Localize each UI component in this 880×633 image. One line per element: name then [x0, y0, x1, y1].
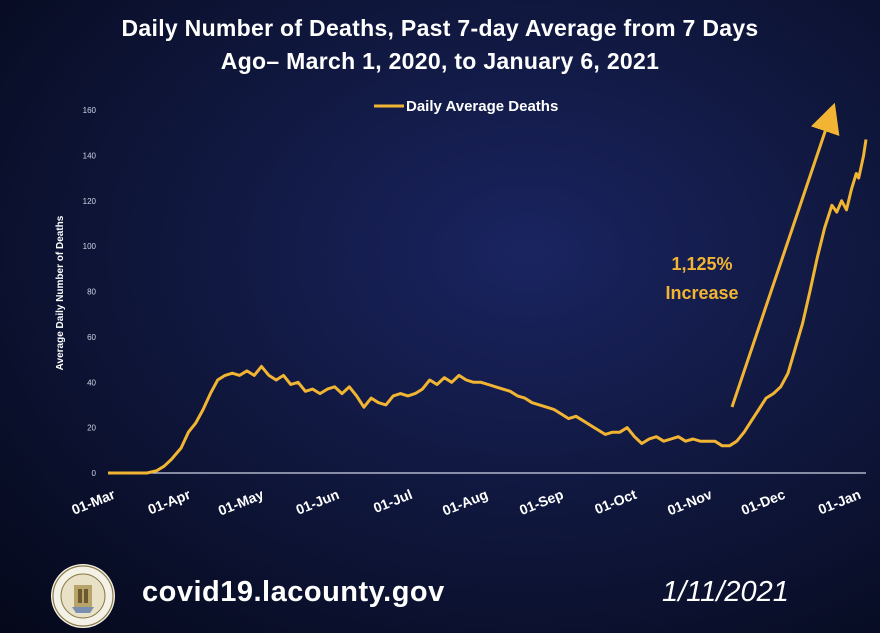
x-tick-label: 01-Jul — [371, 486, 415, 516]
x-tick-label: 01-Jan — [816, 486, 863, 517]
y-tick-label: 0 — [92, 469, 97, 478]
x-tick-label: 01-Sep — [517, 486, 566, 518]
footer-date: 1/11/2021 — [662, 576, 789, 608]
y-tick-label: 160 — [83, 106, 97, 115]
x-tick-label: 01-Dec — [739, 486, 788, 518]
y-tick-label: 60 — [87, 333, 96, 342]
series-group — [108, 139, 868, 475]
series-line-daily-average-deaths — [108, 139, 868, 475]
y-tick-label: 40 — [87, 378, 96, 387]
chart-title: Daily Number of Deaths, Past 7-day Avera… — [0, 12, 880, 78]
x-tick-label: 01-May — [216, 486, 266, 519]
y-tick-label: 100 — [83, 242, 97, 251]
x-axis-ticks: 01-Mar 01-Apr 01-May 01-Jun 01-Jul 01-Aug 01-S… — [69, 486, 863, 519]
chart-legend: Daily Average Deaths — [374, 98, 558, 115]
x-tick-label: 01-Nov — [665, 486, 714, 518]
y-tick-label: 140 — [83, 151, 97, 160]
la-county-seal-icon — [51, 564, 115, 628]
increase-arrow-icon — [730, 102, 840, 408]
x-tick-label: 01-Mar — [69, 486, 117, 518]
chart-title-line-2: Ago– March 1, 2020, to January 6, 2021 — [220, 48, 660, 74]
x-tick-label: 01-Apr — [146, 486, 194, 518]
x-tick-label: 01-Jun — [294, 486, 342, 518]
y-tick-label: 20 — [87, 424, 96, 433]
y-axis-label: Average Daily Number of Deaths — [55, 215, 66, 370]
legend-label: Daily Average Deaths — [406, 98, 558, 115]
y-tick-label: 120 — [83, 197, 97, 206]
y-axis-ticks: 0 20 40 60 80 100 120 140 160 — [83, 106, 97, 478]
increase-percent: 1,125% — [671, 254, 732, 274]
chart-title-line-1: Daily Number of Deaths, Past 7-day Avera… — [121, 15, 759, 41]
line-chart: 0 20 40 60 80 100 120 140 160 01-Mar 01-Apr 01-May… — [55, 98, 868, 519]
footer-url: covid19.lacounty.gov — [142, 576, 445, 608]
increase-label: Increase — [665, 283, 738, 303]
x-tick-label: 01-Aug — [440, 486, 490, 519]
increase-annotation: 1,125% Increase — [665, 102, 840, 408]
x-tick-label: 01-Oct — [592, 486, 639, 517]
y-tick-label: 80 — [87, 288, 96, 297]
